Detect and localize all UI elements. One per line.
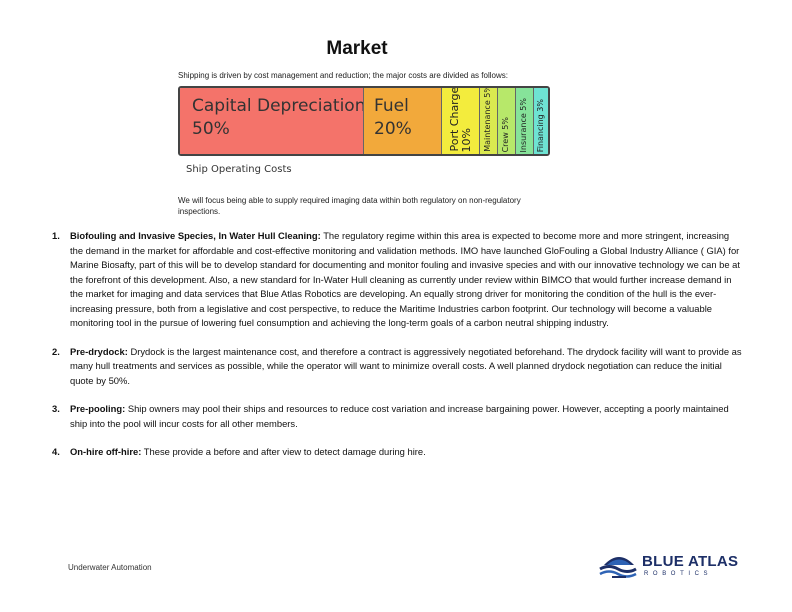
segment-percent: 10%	[459, 127, 473, 152]
item-number: 3.	[52, 403, 60, 414]
logo-brand-text: BLUE ATLAS	[642, 553, 739, 570]
chart-caption: Ship Operating Costs	[186, 164, 292, 175]
segment-percent: 20%	[374, 119, 412, 139]
list-item: 2. Pre-drydock: Drydock is the largest m…	[52, 345, 742, 389]
segment-financing: Financing 3%	[534, 88, 548, 154]
item-heading: Biofouling and Invasive Species, In Wate…	[70, 230, 321, 241]
list-item: 1. Biofouling and Invasive Species, In W…	[52, 229, 742, 331]
item-body: Ship owners may pool their ships and res…	[70, 403, 729, 429]
item-body: These provide a before and after view to…	[143, 446, 426, 457]
segment-label: Port Charges	[447, 88, 461, 152]
item-body: The regulatory regime within this area i…	[70, 230, 741, 328]
page-title: Market	[326, 38, 388, 59]
list-item: 3. Pre-pooling: Ship owners may pool the…	[52, 402, 742, 431]
focus-text: We will focus being able to supply requi…	[178, 196, 521, 216]
intro-text: Shipping is driven by cost management an…	[178, 71, 508, 80]
segment-insurance: Insurance 5%	[516, 88, 534, 154]
segment-label: Crew 5%	[501, 116, 511, 152]
cost-bar: Capital Depreciation 50% Fuel 20% Port C…	[178, 86, 550, 156]
item-number: 2.	[52, 345, 60, 357]
segment-capital-depreciation: Capital Depreciation 50%	[180, 88, 364, 154]
market-drivers-list: 1. Biofouling and Invasive Species, In W…	[52, 229, 742, 474]
segment-label: Capital Depreciation	[192, 96, 364, 116]
item-heading: Pre-pooling:	[70, 403, 126, 414]
segment-label: Insurance 5%	[519, 97, 529, 152]
segment-label: Fuel	[374, 96, 409, 116]
footer-tagline: Underwater Automation	[68, 563, 152, 572]
segment-label: Financing 3%	[535, 98, 545, 152]
logo-sub-text: ROBOTICS	[644, 571, 713, 577]
segment-fuel: Fuel 20%	[364, 88, 442, 154]
segment-maintenance: Maintenance 5%	[480, 88, 498, 154]
segment-crew: Crew 5%	[498, 88, 516, 154]
segment-label: Maintenance 5%	[483, 88, 493, 152]
segment-port-charges: Port Charges 10%	[442, 88, 480, 154]
segment-percent: 50%	[192, 119, 230, 139]
item-number: 4.	[52, 446, 60, 457]
item-heading: On-hire off-hire:	[70, 446, 142, 457]
item-number: 1.	[52, 230, 60, 241]
company-logo: BLUE ATLAS ROBOTICS	[598, 551, 750, 581]
item-heading: Pre-drydock:	[70, 345, 128, 357]
blue-atlas-logo-icon	[599, 557, 637, 578]
list-item: 4. On-hire off-hire: These provide a bef…	[52, 445, 742, 460]
item-body: Drydock is the largest maintenance cost,…	[70, 345, 742, 386]
